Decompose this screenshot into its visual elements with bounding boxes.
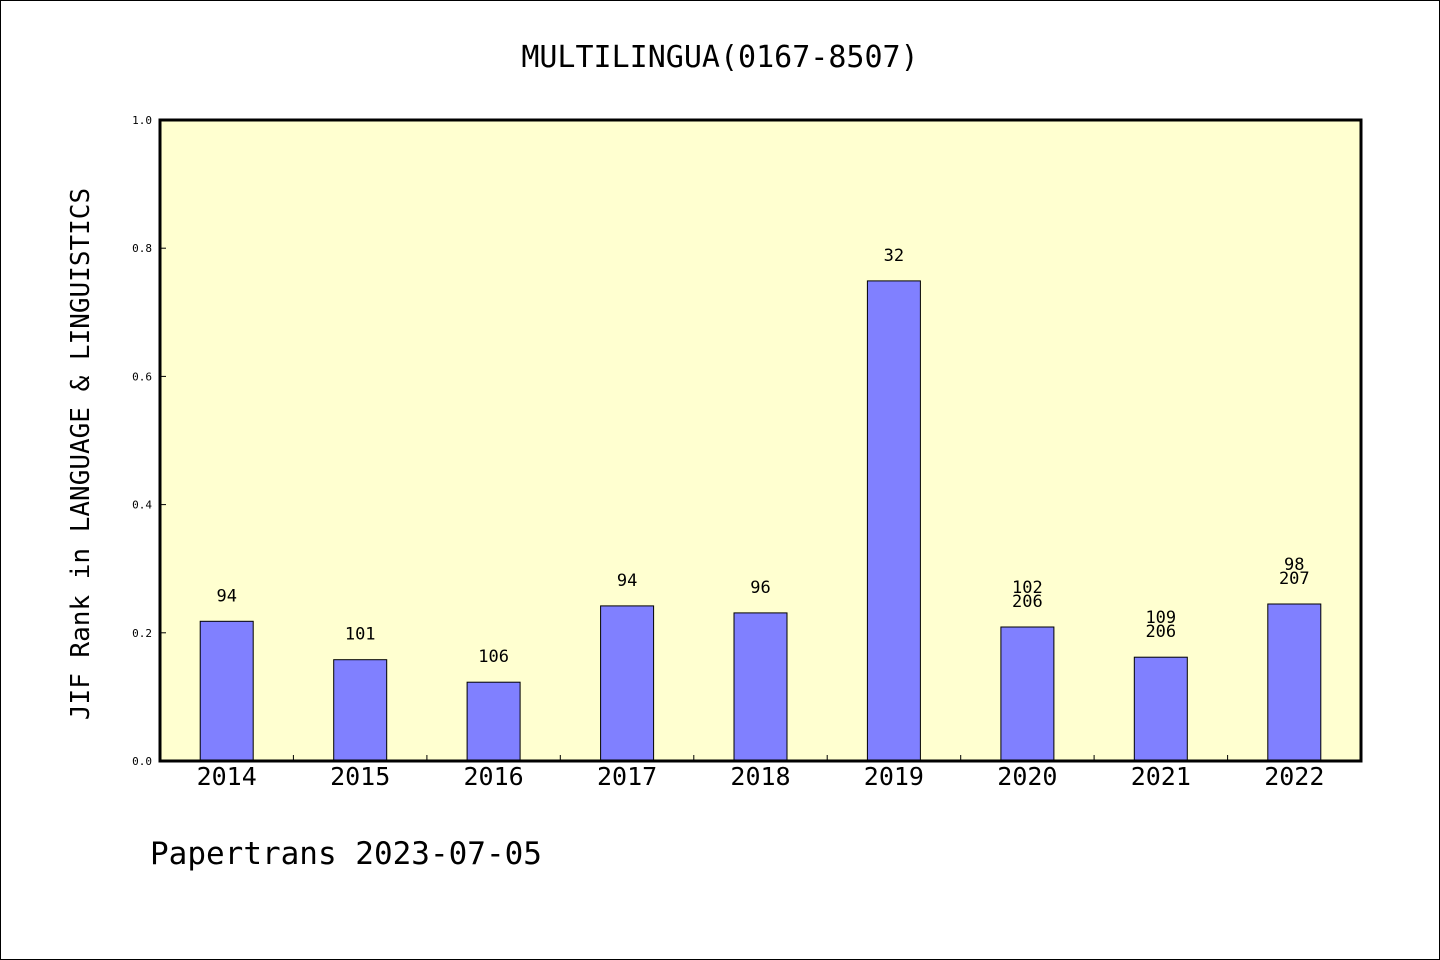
x-tick-label-2022: 2022 <box>1264 762 1324 791</box>
plot-border <box>158 118 1363 763</box>
y-tick-label-0.8: 0.8 <box>132 242 152 255</box>
y-axis-label: JIF Rank in LANGUAGE & LINGUISTICS <box>66 188 96 720</box>
data-label-2017: 94 <box>617 571 637 591</box>
bar-2019 <box>866 280 921 762</box>
y-tick-label-0.4: 0.4 <box>132 499 152 512</box>
data-label-2015: 101 <box>345 625 376 645</box>
chart-title: MULTILINGUA(0167-8507) <box>521 40 918 75</box>
x-axis-ticks: 2014 2015 2016 2017 2018 2019 2020 2021 2022 <box>197 755 1324 791</box>
bar-2016 <box>466 681 521 762</box>
x-tick-label-2020: 2020 <box>997 762 1057 791</box>
footer-credit: Papertrans 2023-07-05 <box>150 836 542 872</box>
x-tick-label-2017: 2017 <box>597 762 657 791</box>
data-label-2014: 94 <box>216 586 236 606</box>
bar-2015 <box>333 659 388 762</box>
data-label-2022-2: 207 <box>1279 569 1310 589</box>
y-tick-label-0.0: 0.0 <box>132 755 152 768</box>
y-tick-label-0.2: 0.2 <box>132 627 152 640</box>
bars-group <box>199 280 1322 762</box>
data-label-2021-2: 206 <box>1145 622 1176 642</box>
bar-2022 <box>1267 603 1322 762</box>
y-tick-label-1.0: 1.0 <box>132 114 152 127</box>
x-tick-label-2016: 2016 <box>463 762 523 791</box>
data-label-2016: 106 <box>478 647 509 667</box>
bar-2020 <box>1000 626 1055 762</box>
x-tick-label-2014: 2014 <box>197 762 257 791</box>
x-tick-label-2021: 2021 <box>1131 762 1191 791</box>
bar-2014 <box>199 620 254 762</box>
data-label-2020-1: 102 <box>1012 578 1043 598</box>
y-tick-label-0.6: 0.6 <box>132 370 152 383</box>
x-tick-label-2018: 2018 <box>730 762 790 791</box>
x-tick-label-2015: 2015 <box>330 762 390 791</box>
bar-2018 <box>733 612 788 762</box>
data-label-2021-1: 109 <box>1145 608 1176 628</box>
y-axis-ticks: 0.0 0.2 0.4 0.6 0.8 1.0 <box>132 114 166 768</box>
data-label-2018: 96 <box>750 578 770 598</box>
bar-2017 <box>600 605 655 762</box>
data-label-2019: 32 <box>884 246 904 266</box>
data-label-2022-1: 98 <box>1284 555 1304 575</box>
x-tick-label-2019: 2019 <box>864 762 924 791</box>
data-label-2020-2: 206 <box>1012 592 1043 612</box>
bar-2021 <box>1133 656 1188 762</box>
